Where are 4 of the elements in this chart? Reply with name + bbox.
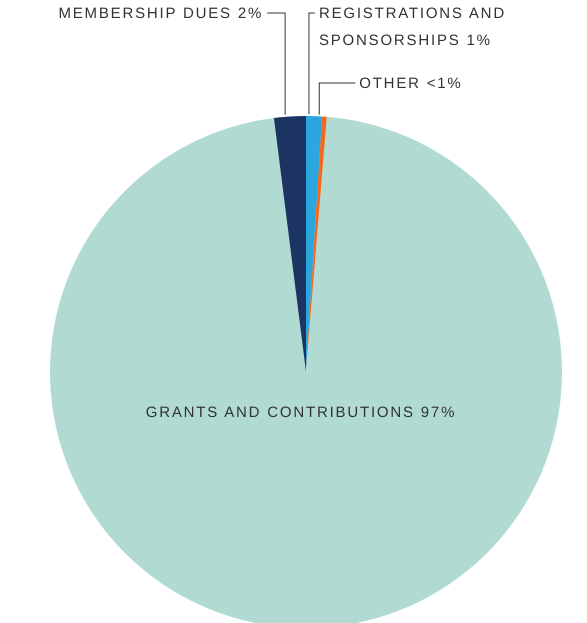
- slice-label: OTHER <1%: [359, 75, 463, 92]
- slice-label: GRANTS AND CONTRIBUTIONS 97%: [146, 404, 456, 421]
- slice-label: MEMBERSHIP DUES 2%: [58, 5, 264, 22]
- slice-label: REGISTRATIONS AND SPONSORSHIPS 1%: [318, 5, 506, 49]
